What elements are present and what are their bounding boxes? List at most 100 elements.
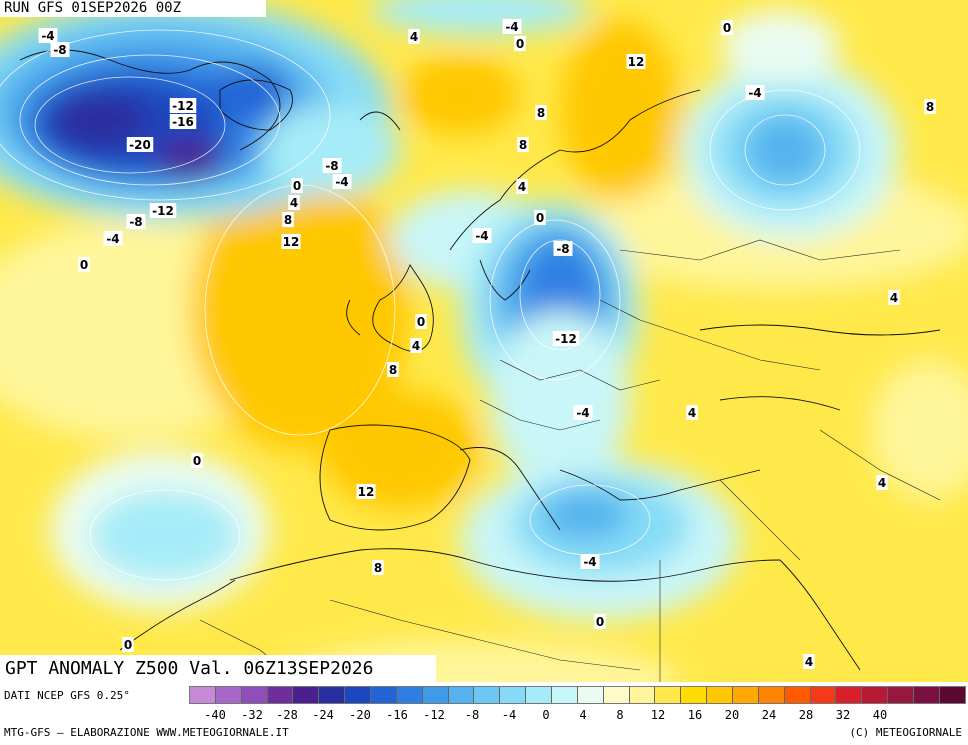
contour-label: 0 <box>193 454 201 468</box>
scale-tick-label: 0 <box>542 708 550 722</box>
scale-swatch <box>241 687 268 703</box>
scale-swatch <box>939 687 965 703</box>
scale-tick-label: -4 <box>501 708 517 722</box>
scale-swatch <box>603 687 630 703</box>
contour-label: 4 <box>878 476 886 490</box>
contour-label-background <box>876 475 888 490</box>
contour-label-background <box>552 331 580 346</box>
data-source: DATI NCEP GFS 0.25° <box>4 689 130 702</box>
scale-swatch <box>810 687 837 703</box>
contour-label: -8 <box>556 242 569 256</box>
contour-label: -4 <box>335 175 348 189</box>
contour-label: -8 <box>129 215 142 229</box>
contour-label-background <box>50 42 70 57</box>
contour-label: -4 <box>583 555 596 569</box>
contour-label-background <box>553 241 573 256</box>
color-scale <box>189 686 966 704</box>
contour-label: -8 <box>325 159 338 173</box>
scale-swatch <box>552 687 578 703</box>
contour-label: 0 <box>596 615 604 629</box>
contour-label-background <box>514 36 526 51</box>
contour-label: 12 <box>628 55 645 69</box>
contour-label: -4 <box>505 20 518 34</box>
scale-swatch <box>448 687 475 703</box>
contour-label: -12 <box>555 332 577 346</box>
contour-label: 0 <box>293 179 301 193</box>
contour-label-background <box>126 137 154 152</box>
contour-label: 12 <box>358 485 375 499</box>
scale-swatch <box>422 687 449 703</box>
contour-label-background <box>288 195 300 210</box>
scale-tick-label: 24 <box>761 708 777 722</box>
contour-label: 4 <box>890 291 898 305</box>
run-label: RUN GFS 01SEP2026 00Z <box>0 0 266 17</box>
contour-label-background <box>535 105 547 120</box>
contour-label: -12 <box>172 99 194 113</box>
contour-label-background <box>721 20 733 35</box>
contour-label-background <box>745 85 765 100</box>
contour-label-background <box>580 554 600 569</box>
contour-label: 4 <box>518 180 526 194</box>
scale-swatch <box>733 687 759 703</box>
scale-tick-label: 28 <box>798 708 814 722</box>
contour-label: -4 <box>475 229 488 243</box>
scale-swatch <box>345 687 372 703</box>
scale-tick-label: -12 <box>423 708 445 722</box>
scale-swatch <box>215 687 242 703</box>
scale-tick-label: -16 <box>386 708 408 722</box>
contour-label-background <box>372 560 384 575</box>
scale-swatch <box>474 687 501 703</box>
contour-label: 0 <box>417 315 425 329</box>
contour-label-background <box>502 19 522 34</box>
contour-label-background <box>122 637 134 652</box>
contour-label: 4 <box>688 406 696 420</box>
coastlines <box>19 49 941 671</box>
contour-label-background <box>888 290 900 305</box>
scale-swatch <box>526 687 553 703</box>
scale-swatch <box>784 687 811 703</box>
contour-label-background <box>322 158 342 173</box>
contour-label-background <box>291 178 303 193</box>
contour-label: 12 <box>283 235 300 249</box>
map-title: GPT ANOMALY Z500 Val. 06Z13SEP2026 <box>0 655 436 682</box>
contour-label-background <box>686 405 698 420</box>
contour-label: 0 <box>723 21 731 35</box>
contour-label-background <box>410 338 422 353</box>
scale-tick-label: 8 <box>616 708 624 722</box>
contour-label-background <box>387 362 399 377</box>
contour-label: 4 <box>410 30 418 44</box>
scale-swatch <box>836 687 863 703</box>
borders <box>199 239 941 682</box>
contour-label: -4 <box>41 29 54 43</box>
scale-swatch <box>758 687 785 703</box>
contour-label: -16 <box>172 115 194 129</box>
scale-swatch <box>500 687 527 703</box>
contour-label: 0 <box>80 258 88 272</box>
scale-swatch <box>888 687 915 703</box>
contour-label-background <box>38 28 58 43</box>
contour-label: -4 <box>576 406 589 420</box>
contour-labels: -4-8-12-16-20-12-8-40-8-404812-404120-48… <box>38 19 936 669</box>
z500-anomaly-map: -4-8-12-16-20-12-8-40-8-404812-404120-48… <box>0 0 968 682</box>
footer: DATI NCEP GFS 0.25° -40 -32 -28 -24 -20 -16 -1… <box>0 682 968 745</box>
contour-label: -4 <box>748 86 761 100</box>
credit-left: MTG-GFS — ELABORAZIONE WWW.METEOGIORNALE… <box>4 726 289 739</box>
contour-label-background <box>516 179 528 194</box>
contour-label: 8 <box>537 106 545 120</box>
contour-label: -4 <box>106 232 119 246</box>
scale-swatch <box>681 687 708 703</box>
scale-tick-label: -20 <box>349 708 371 722</box>
scale-swatch <box>577 687 604 703</box>
contour-label-background <box>282 212 294 227</box>
scale-swatch <box>629 687 656 703</box>
scale-tick-label: 16 <box>687 708 703 722</box>
scale-tick-label: -8 <box>464 708 480 722</box>
contour-label: 0 <box>536 211 544 225</box>
contour-label-background <box>534 210 546 225</box>
contour-lines <box>0 29 861 581</box>
contour-label: -12 <box>152 204 174 218</box>
contour-label: 8 <box>374 561 382 575</box>
contour-label-background <box>415 314 427 329</box>
scale-swatch <box>267 687 294 703</box>
contour-label-background <box>169 98 197 113</box>
